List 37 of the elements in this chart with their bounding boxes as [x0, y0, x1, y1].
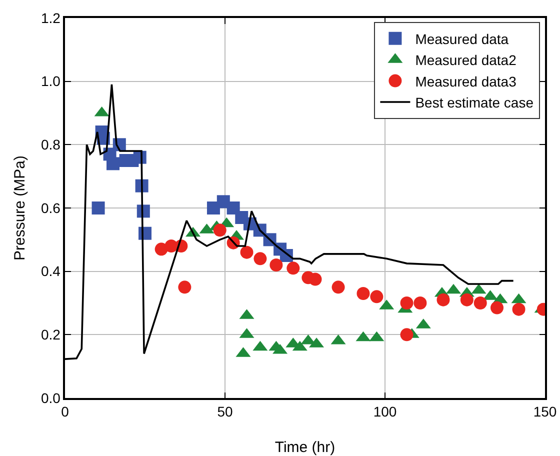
point: [370, 290, 384, 304]
point: [512, 302, 526, 316]
point: [92, 202, 105, 214]
legend-label: Measured data3: [415, 73, 517, 90]
point: [356, 287, 370, 300]
point: [332, 280, 345, 294]
point: [240, 246, 254, 259]
x-tick-label: 100: [373, 404, 397, 420]
point: [270, 258, 283, 272]
legend-label: Measured data2: [415, 52, 517, 68]
y-tick-label: 0.6: [40, 200, 61, 216]
y-axis-title: Pressure (MPa): [12, 155, 28, 261]
y-tick-label: 0.8: [40, 136, 61, 153]
point: [414, 296, 427, 310]
point: [490, 301, 504, 314]
y-tick-label: 0.4: [40, 263, 61, 280]
y-tick-label: 1.2: [40, 10, 61, 26]
point: [308, 272, 322, 286]
point: [460, 293, 474, 306]
point: [106, 157, 120, 170]
x-axis-title: Time (hr): [274, 439, 336, 456]
legend-label: Best estimate case: [415, 94, 534, 110]
x-tick-label: 50: [217, 404, 233, 420]
point: [178, 280, 192, 294]
y-tick-label: 1.0: [40, 73, 61, 90]
point: [400, 328, 414, 342]
x-tick-label: 150: [533, 404, 557, 420]
legend-label: Measured data: [415, 30, 509, 47]
point: [400, 296, 414, 310]
point: [286, 262, 300, 275]
x-tick-label: 0: [61, 404, 70, 420]
y-tick-label: 0.0: [40, 390, 61, 406]
point: [474, 296, 487, 310]
point: [254, 252, 267, 266]
point: [213, 224, 226, 237]
y-tick-label: 0.2: [40, 326, 61, 343]
point: [436, 293, 450, 306]
